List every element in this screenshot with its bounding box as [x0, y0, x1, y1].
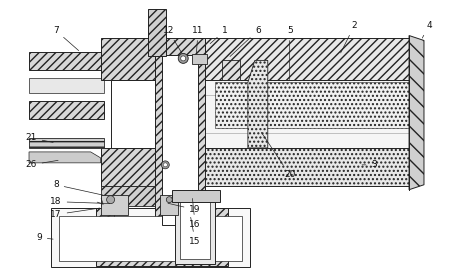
Polygon shape [248, 60, 268, 148]
Bar [29, 52, 104, 70]
Bar [101, 186, 155, 206]
Text: 3: 3 [362, 160, 377, 169]
Bar [161, 195, 178, 215]
Text: 1: 1 [210, 26, 228, 44]
Bar [172, 190, 220, 202]
Bar [148, 9, 166, 56]
Bar [155, 38, 205, 240]
Bar [101, 195, 129, 215]
Bar [101, 148, 155, 186]
Bar [185, 80, 409, 148]
Text: 21: 21 [25, 134, 53, 143]
Bar [101, 38, 155, 80]
Bar [180, 200, 210, 259]
Polygon shape [29, 152, 101, 163]
Text: 18: 18 [50, 197, 110, 206]
Bar [29, 138, 104, 148]
Bar [210, 208, 228, 259]
Text: 17: 17 [50, 208, 100, 219]
Text: 2: 2 [341, 21, 357, 53]
Circle shape [161, 161, 169, 169]
Text: 6: 6 [230, 26, 261, 56]
Text: 5: 5 [287, 26, 293, 79]
Bar [29, 101, 104, 119]
Bar [110, 80, 155, 148]
Polygon shape [409, 36, 424, 190]
Bar [185, 148, 409, 186]
Bar [185, 38, 409, 80]
Bar [222, 60, 240, 80]
Bar [29, 78, 104, 93]
Bar [51, 208, 250, 267]
Bar [96, 208, 114, 259]
Text: 8: 8 [53, 180, 103, 195]
Bar [59, 216, 242, 261]
Text: 20: 20 [262, 132, 295, 179]
Circle shape [181, 56, 186, 61]
Text: 12: 12 [163, 26, 182, 53]
Text: 4: 4 [422, 21, 432, 38]
Text: 11: 11 [193, 26, 204, 54]
Circle shape [163, 163, 167, 167]
Bar [192, 54, 207, 64]
Text: 26: 26 [25, 160, 58, 169]
Bar [215, 82, 409, 128]
Text: 7: 7 [53, 26, 78, 51]
Circle shape [166, 197, 172, 203]
Text: 16: 16 [189, 198, 201, 229]
Bar [96, 254, 228, 266]
Bar [162, 55, 198, 225]
Text: 15: 15 [189, 217, 201, 246]
Circle shape [178, 53, 188, 63]
Text: 9: 9 [36, 233, 53, 242]
Bar [175, 195, 215, 264]
Text: 19: 19 [168, 203, 201, 214]
Circle shape [106, 196, 115, 204]
